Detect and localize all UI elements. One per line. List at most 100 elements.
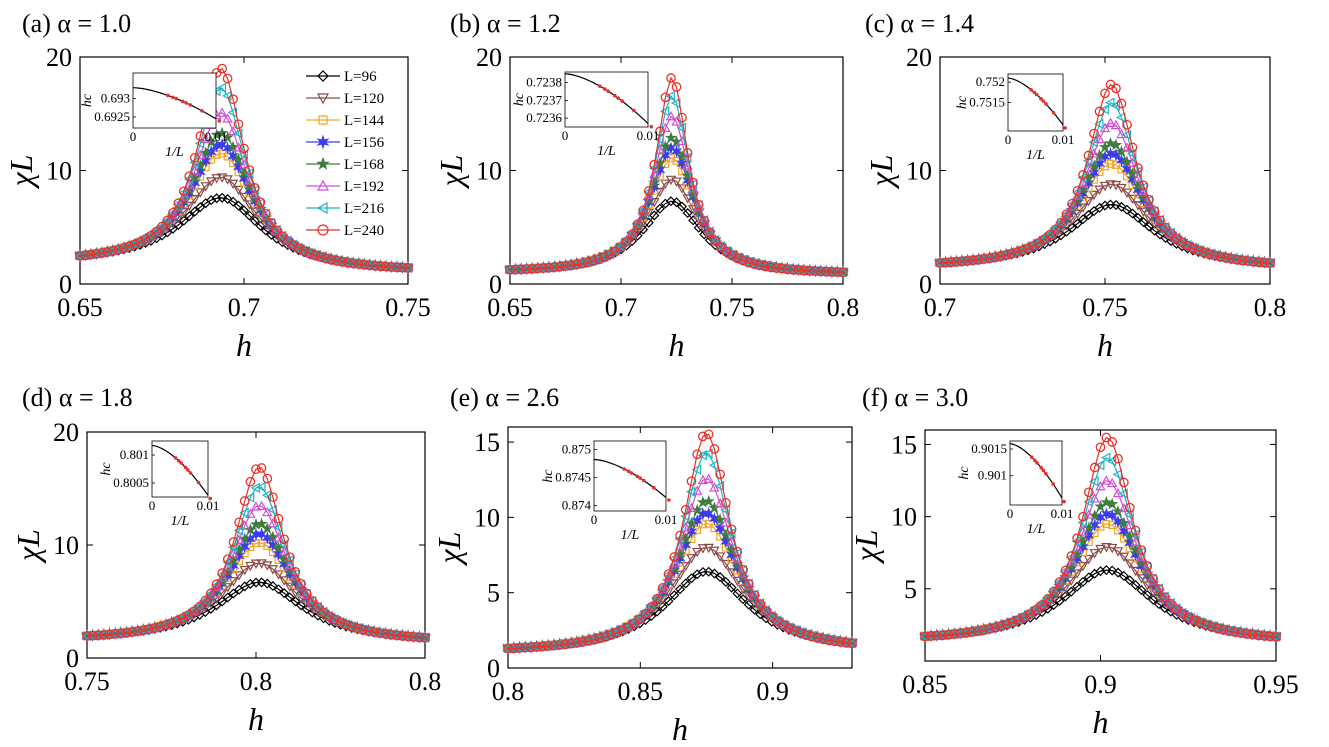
data-point (1072, 581, 1083, 592)
data-point (1119, 477, 1129, 488)
x-axis-label: h (1097, 327, 1113, 363)
inset-x-tick-label: 0.01 (197, 498, 220, 513)
data-point (660, 92, 671, 103)
data-point (343, 257, 353, 268)
data-point (1212, 623, 1223, 634)
data-point (990, 622, 1001, 633)
data-point (1050, 224, 1061, 235)
data-point (593, 253, 603, 265)
data-point (503, 643, 513, 654)
data-point (306, 595, 317, 607)
data-point (671, 177, 682, 187)
inset-point (196, 480, 201, 485)
data-point (577, 637, 588, 647)
inset-point (166, 93, 170, 98)
data-point (984, 253, 995, 264)
y-tick-label: 0 (487, 654, 500, 683)
data-point (537, 641, 548, 652)
data-point (638, 205, 649, 216)
data-point (807, 631, 817, 642)
data-point (1116, 183, 1127, 194)
data-point (250, 183, 260, 193)
data-point (1210, 250, 1220, 261)
data-point (682, 152, 692, 164)
panel-title: (d) α = 1.8 (22, 383, 133, 412)
data-point (217, 568, 228, 578)
data-point (1094, 118, 1104, 130)
x-tick-label: 0.7 (924, 293, 957, 322)
data-point (278, 553, 291, 565)
data-point (1054, 576, 1064, 588)
data-point (812, 633, 823, 643)
data-point (115, 628, 126, 639)
panel-title: (e) α = 2.6 (450, 383, 559, 412)
data-point (1243, 256, 1253, 267)
data-point (173, 198, 184, 209)
x-axis-label: h (1093, 704, 1109, 740)
inset-y-label: hc (512, 92, 527, 106)
series-line (939, 163, 1271, 264)
data-point (835, 637, 846, 647)
x-tick-label: 0.95 (1253, 670, 1299, 699)
data-point (725, 543, 738, 556)
data-point (273, 522, 283, 533)
inset-point (183, 465, 188, 470)
data-point (749, 589, 759, 600)
data-point (279, 588, 290, 599)
data-point (1127, 157, 1138, 167)
data-point (1131, 179, 1145, 192)
data-point (626, 228, 638, 238)
y-axis-label: χL (863, 155, 899, 190)
data-point (144, 624, 154, 635)
data-point (1043, 594, 1053, 604)
inset-point (641, 478, 646, 483)
series-L=240 (505, 73, 848, 278)
data-point (755, 598, 766, 608)
inset-point (173, 456, 178, 460)
data-point (1028, 239, 1038, 251)
data-point (726, 528, 736, 539)
data-point (118, 243, 129, 253)
data-point (93, 630, 104, 641)
data-point (685, 525, 698, 539)
data-point (1077, 214, 1089, 225)
data-point (1121, 142, 1133, 152)
x-axis-label: h (669, 327, 685, 363)
data-point (1124, 559, 1135, 569)
data-point (1112, 160, 1120, 169)
data-point (227, 140, 240, 153)
data-point (760, 605, 772, 615)
legend-item: L=144 (306, 113, 385, 129)
inset-point (188, 103, 193, 107)
data-point (697, 544, 709, 554)
data-point (238, 192, 250, 203)
x-tick-label: 0.85 (902, 670, 948, 699)
data-point (738, 255, 748, 266)
series-L=156 (934, 146, 1276, 270)
data-point (703, 429, 714, 440)
data-point (674, 551, 686, 566)
data-point (233, 200, 244, 211)
data-point (1067, 198, 1077, 209)
x-axis-label: h (248, 701, 264, 737)
data-point (671, 82, 682, 92)
data-point (957, 256, 967, 267)
data-point (256, 481, 266, 493)
series-line (924, 523, 1277, 637)
data-point (1105, 117, 1116, 127)
data-point (646, 601, 657, 611)
inset-frame (1007, 73, 1064, 132)
data-point (262, 473, 273, 484)
data-point (1154, 584, 1164, 594)
data-point (829, 636, 840, 647)
data-point (657, 582, 668, 593)
data-point (134, 236, 145, 247)
data-point (846, 637, 856, 649)
data-point (261, 522, 274, 534)
data-point (617, 625, 628, 636)
data-point (380, 629, 391, 639)
data-point (1066, 199, 1076, 210)
data-point (1121, 188, 1133, 199)
data-point (1110, 199, 1122, 211)
